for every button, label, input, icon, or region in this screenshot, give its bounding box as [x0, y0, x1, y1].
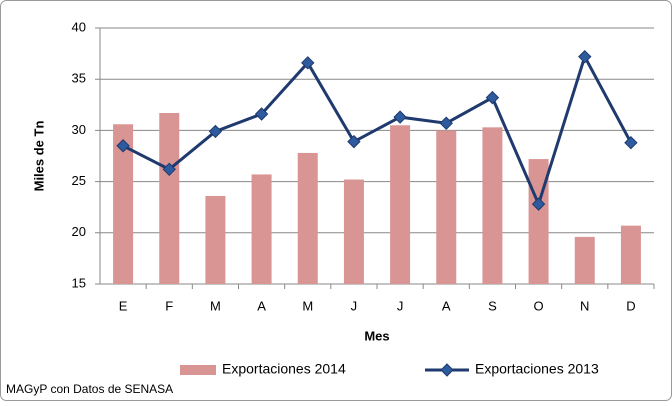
x-tick-label: A [257, 298, 266, 313]
legend-marker [440, 363, 454, 377]
marker [301, 56, 315, 70]
y-axis-title: Miles de Tn [31, 121, 46, 192]
x-tick-label: E [119, 298, 128, 313]
x-tick-label: J [397, 298, 404, 313]
marker [439, 116, 453, 130]
y-tick-label: 15 [72, 275, 86, 290]
marker [578, 49, 592, 64]
marker [624, 135, 638, 150]
x-tick-label: A [442, 298, 451, 313]
y-tick-label: 30 [72, 122, 86, 137]
bar [482, 127, 503, 284]
marker [254, 107, 269, 121]
marker [116, 139, 130, 153]
x-tick-label: S [488, 298, 497, 313]
source-note: MAGyP con Datos de SENASA [6, 382, 173, 396]
line [122, 52, 633, 209]
y-tick-label: 25 [72, 173, 86, 188]
y-tick-label: 35 [72, 71, 86, 86]
marker [162, 162, 176, 177]
bar [159, 112, 180, 284]
x-tick-label: M [302, 298, 313, 313]
bar [297, 152, 318, 284]
marker [347, 134, 361, 149]
legend-swatch [180, 365, 216, 375]
bar [205, 195, 226, 284]
legend-label: Exportaciones 2013 [475, 361, 599, 377]
marker [485, 90, 500, 105]
bar [436, 130, 457, 284]
marker [208, 124, 223, 139]
bar [251, 174, 272, 284]
bar [574, 236, 595, 284]
y-tick-label: 20 [72, 224, 86, 239]
y-tick-label: 40 [72, 19, 86, 34]
x-tick-label: D [626, 298, 635, 313]
x-tick-label: M [210, 298, 221, 313]
legend-label: Exportaciones 2014 [222, 361, 346, 377]
bar [113, 124, 134, 284]
x-tick-label: J [351, 298, 358, 313]
x-axis-title: Mes [364, 328, 389, 343]
bar [343, 179, 364, 284]
x-tick-label: O [534, 298, 544, 313]
bar [620, 225, 641, 284]
marker [393, 110, 407, 124]
marker [531, 197, 546, 211]
x-tick-label: N [580, 298, 589, 313]
bar [390, 125, 411, 284]
x-tick-label: F [165, 298, 173, 313]
